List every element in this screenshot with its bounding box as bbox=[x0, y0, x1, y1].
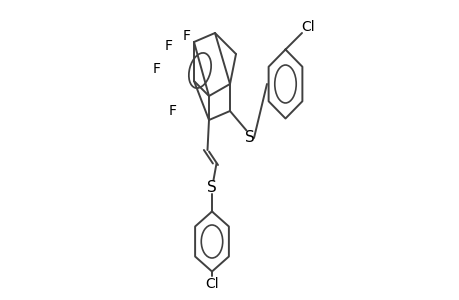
Text: S: S bbox=[207, 180, 216, 195]
Text: F: F bbox=[164, 40, 172, 53]
Text: F: F bbox=[152, 62, 160, 76]
Text: F: F bbox=[182, 29, 190, 43]
Text: F: F bbox=[168, 104, 177, 118]
Text: Cl: Cl bbox=[205, 277, 218, 290]
Text: S: S bbox=[244, 130, 254, 146]
Text: Cl: Cl bbox=[301, 20, 314, 34]
